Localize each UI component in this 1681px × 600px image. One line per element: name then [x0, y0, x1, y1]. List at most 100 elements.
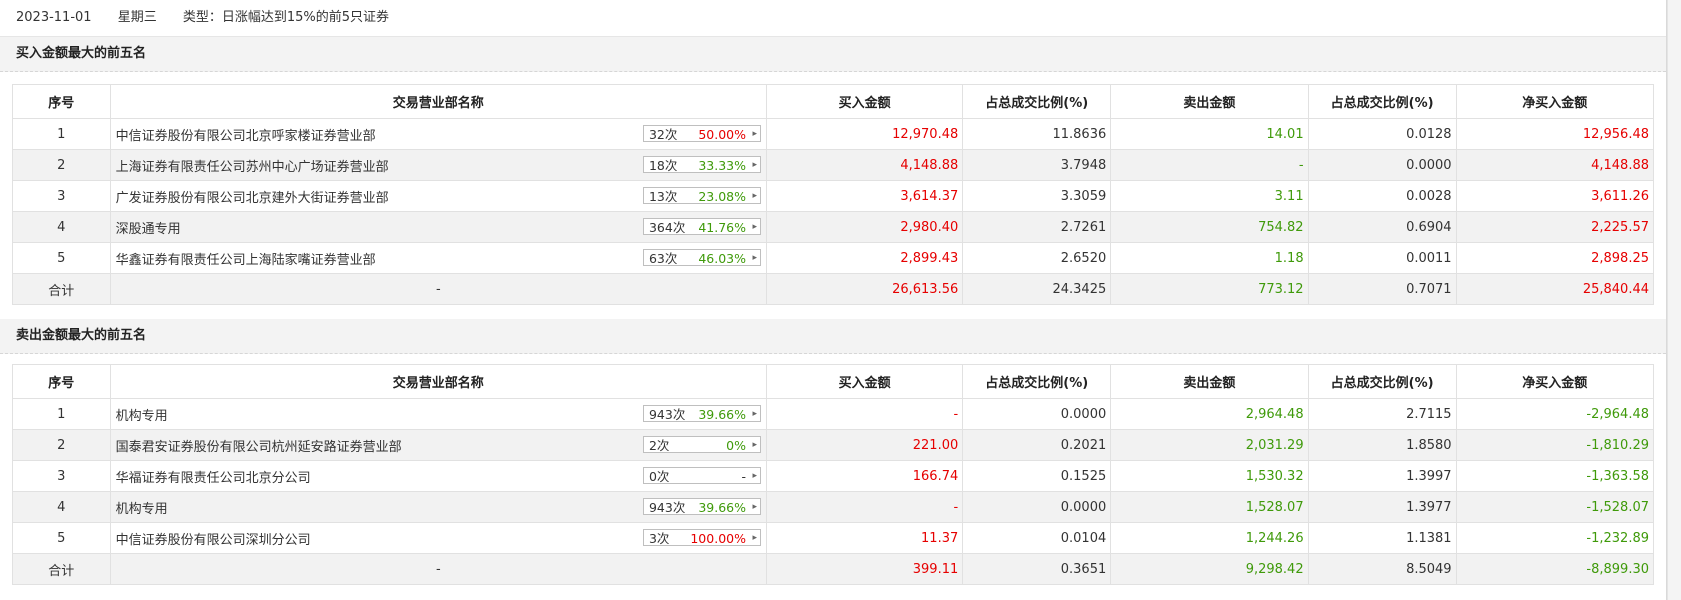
- vertical-scrollbar[interactable]: [1667, 0, 1681, 600]
- table-row: 2 国泰君安证券股份有限公司杭州延安路证券营业部 2次 0% ▸ 221.00 0.2021…: [12, 429, 1655, 461]
- buy-amount: -: [765, 491, 964, 523]
- table-header-row: 序号 交易营业部名称 买入金额 占总成交比例(%) 卖出金额 占总成交比例(%)…: [12, 84, 1655, 119]
- branch-stat-tag[interactable]: 943次 39.66% ▸: [642, 498, 761, 515]
- trade-date: 2023-11-01: [16, 10, 92, 25]
- branch-name[interactable]: 华福证券有限责任公司北京分公司: [115, 470, 311, 486]
- buy-ratio: 0.0000: [962, 398, 1112, 430]
- sell-amount: 2,964.48: [1110, 398, 1309, 430]
- row-no: 2: [12, 149, 111, 181]
- chevron-right-icon: ▸: [752, 502, 757, 512]
- branch-name[interactable]: 上海证券有限责任公司苏州中心广场证券营业部: [115, 159, 389, 175]
- listing-count: 2次: [648, 438, 670, 453]
- buy-section-title: 买入金额最大的前五名: [0, 37, 1666, 72]
- chevron-right-icon: ▸: [752, 409, 757, 419]
- list-type: 类型：日涨幅达到15%的前5只证券: [182, 10, 390, 25]
- col-header-buy: 买入金额: [765, 84, 964, 119]
- branch-cell[interactable]: 中信证券股份有限公司北京呼家楼证券营业部 32次 50.00% ▸: [109, 118, 767, 150]
- branch-name[interactable]: 中信证券股份有限公司深圳分公司: [115, 532, 311, 548]
- branch-name[interactable]: 华鑫证券有限责任公司上海陆家嘴证券营业部: [115, 252, 376, 268]
- col-header-sell-pct: 占总成交比例(%): [1307, 364, 1457, 399]
- branch-cell[interactable]: 华福证券有限责任公司北京分公司 0次 - ▸: [109, 460, 767, 492]
- sell-amount: 1,530.32: [1110, 460, 1309, 492]
- success-rate: 46.03%: [698, 251, 746, 266]
- total-net-buy: -8,899.30: [1455, 553, 1655, 585]
- net-buy-amount: -1,528.07: [1455, 491, 1655, 523]
- branch-name[interactable]: 深股通专用: [115, 221, 181, 237]
- listing-count: 18次: [648, 158, 678, 173]
- buy-amount: 4,148.88: [765, 149, 964, 181]
- col-header-no: 序号: [12, 84, 111, 119]
- sell-ratio: 0.0128: [1307, 118, 1457, 150]
- listing-count: 943次: [648, 407, 686, 422]
- row-no: 1: [12, 398, 111, 430]
- branch-stat-tag[interactable]: 32次 50.00% ▸: [642, 125, 761, 142]
- total-buy-ratio: 0.3651: [962, 553, 1112, 585]
- branch-stat-tag[interactable]: 943次 39.66% ▸: [642, 405, 761, 422]
- total-sell-ratio: 8.5049: [1307, 553, 1457, 585]
- sell-amount: 1,528.07: [1110, 491, 1309, 523]
- total-row: 合计 -399.11 0.3651 9,298.42 8.5049 -8,899.30: [12, 553, 1655, 585]
- branch-name[interactable]: 中信证券股份有限公司北京呼家楼证券营业部: [115, 128, 376, 144]
- chevron-right-icon: ▸: [752, 222, 757, 232]
- col-header-sell-pct: 占总成交比例(%): [1307, 84, 1457, 119]
- sell-section-title: 卖出金额最大的前五名: [0, 319, 1666, 354]
- branch-stat-tag[interactable]: 18次 33.33% ▸: [642, 156, 761, 173]
- branch-name[interactable]: 广发证券股份有限公司北京建外大街证券营业部: [115, 190, 389, 206]
- col-header-net: 净买入金额: [1455, 84, 1655, 119]
- buy-top5-table: 序号 交易营业部名称 买入金额 占总成交比例(%) 卖出金额 占总成交比例(%)…: [12, 84, 1655, 305]
- buy-ratio: 2.6520: [962, 242, 1112, 274]
- sell-ratio: 0.0000: [1307, 149, 1457, 181]
- total-sell-amount: 9,298.42: [1110, 553, 1309, 585]
- branch-stat-tag[interactable]: 2次 0% ▸: [642, 436, 761, 453]
- total-sell-ratio: 0.7071: [1307, 273, 1457, 305]
- branch-name[interactable]: 国泰君安证券股份有限公司杭州延安路证券营业部: [115, 439, 402, 455]
- table-row: 5 中信证券股份有限公司深圳分公司 3次 100.00% ▸ 11.37 0.0104 1,2…: [12, 522, 1655, 554]
- branch-cell[interactable]: 华鑫证券有限责任公司上海陆家嘴证券营业部 63次 46.03% ▸: [109, 242, 767, 274]
- sell-amount: 14.01: [1110, 118, 1309, 150]
- table-row: 1 中信证券股份有限公司北京呼家楼证券营业部 32次 50.00% ▸ 12,970.48…: [12, 118, 1655, 150]
- branch-stat-tag[interactable]: 63次 46.03% ▸: [642, 249, 761, 266]
- net-buy-amount: -1,363.58: [1455, 460, 1655, 492]
- buy-amount: 2,980.40: [765, 211, 964, 243]
- buy-amount: 221.00: [765, 429, 964, 461]
- table-row: 3 华福证券有限责任公司北京分公司 0次 - ▸ 166.74 0.1525 1,530.32…: [12, 460, 1655, 492]
- chevron-right-icon: ▸: [752, 160, 757, 170]
- chevron-right-icon: ▸: [752, 471, 757, 481]
- row-no: 5: [12, 242, 111, 274]
- branch-cell[interactable]: 国泰君安证券股份有限公司杭州延安路证券营业部 2次 0% ▸: [109, 429, 767, 461]
- col-header-branch: 交易营业部名称: [109, 364, 767, 399]
- total-buy-ratio: 24.3425: [962, 273, 1112, 305]
- branch-cell[interactable]: 中信证券股份有限公司深圳分公司 3次 100.00% ▸: [109, 522, 767, 554]
- branch-cell[interactable]: 广发证券股份有限公司北京建外大街证券营业部 13次 23.08% ▸: [109, 180, 767, 212]
- sell-ratio: 0.6904: [1307, 211, 1457, 243]
- buy-amount: 12,970.48: [765, 118, 964, 150]
- sell-ratio: 1.3997: [1307, 460, 1457, 492]
- table-row: 4 深股通专用 364次 41.76% ▸ 2,980.40 2.7261 754.82 0.6…: [12, 211, 1655, 243]
- branch-cell[interactable]: 机构专用 943次 39.66% ▸: [109, 491, 767, 523]
- sell-ratio: 1.8580: [1307, 429, 1457, 461]
- buy-ratio: 0.0104: [962, 522, 1112, 554]
- branch-stat-tag[interactable]: 3次 100.00% ▸: [642, 529, 761, 546]
- net-buy-amount: 3,611.26: [1455, 180, 1655, 212]
- branch-cell[interactable]: 机构专用 943次 39.66% ▸: [109, 398, 767, 430]
- table-row: 1 机构专用 943次 39.66% ▸ -0.0000 2,964.48 2.7115 -2,…: [12, 398, 1655, 430]
- branch-cell[interactable]: 上海证券有限责任公司苏州中心广场证券营业部 18次 33.33% ▸: [109, 149, 767, 181]
- branch-stat-tag[interactable]: 0次 - ▸: [642, 467, 761, 484]
- col-header-sell: 卖出金额: [1110, 364, 1309, 399]
- buy-amount: 166.74: [765, 460, 964, 492]
- success-rate: 33.33%: [698, 158, 746, 173]
- listing-count: 943次: [648, 500, 686, 515]
- sell-ratio: 1.3977: [1307, 491, 1457, 523]
- sell-amount: 2,031.29: [1110, 429, 1309, 461]
- col-header-no: 序号: [12, 364, 111, 399]
- buy-amount: 3,614.37: [765, 180, 964, 212]
- branch-name[interactable]: 机构专用: [115, 501, 168, 517]
- branch-cell[interactable]: 深股通专用 364次 41.76% ▸: [109, 211, 767, 243]
- branch-stat-tag[interactable]: 364次 41.76% ▸: [642, 218, 761, 235]
- buy-ratio: 11.8636: [962, 118, 1112, 150]
- listing-count: 364次: [648, 220, 686, 235]
- branch-name[interactable]: 机构专用: [115, 408, 168, 424]
- net-buy-amount: -1,232.89: [1455, 522, 1655, 554]
- branch-stat-tag[interactable]: 13次 23.08% ▸: [642, 187, 761, 204]
- total-row: 合计 -26,613.56 24.3425 773.12 0.7071 25,840.44: [12, 273, 1655, 305]
